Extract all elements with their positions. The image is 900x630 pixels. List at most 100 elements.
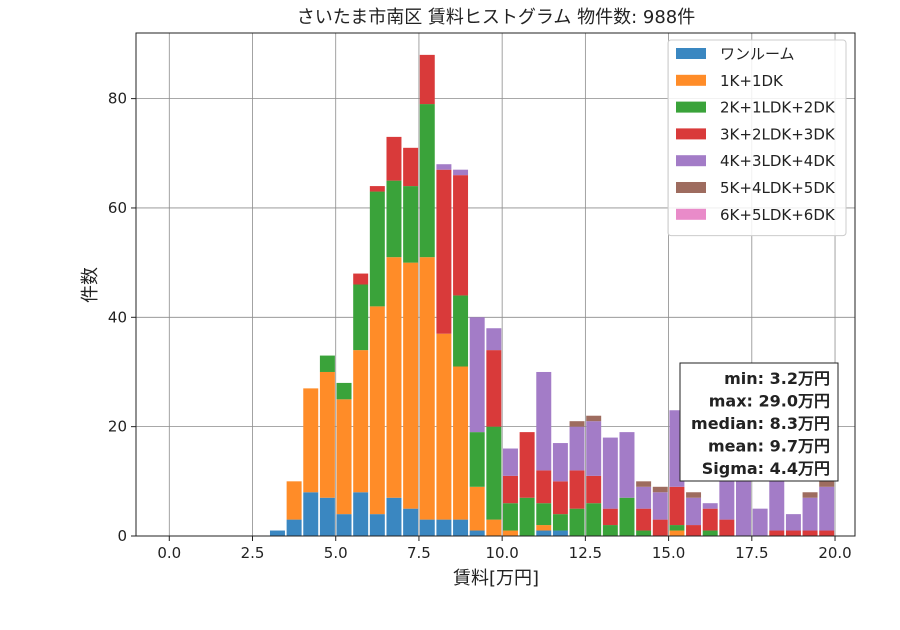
bar-segment xyxy=(669,525,685,531)
bar-segment xyxy=(636,508,652,531)
bar-segment xyxy=(552,481,568,515)
bar-segment xyxy=(569,426,585,471)
bar-segment xyxy=(819,530,835,536)
bar-segment xyxy=(386,180,402,258)
bar-segment xyxy=(386,136,402,181)
stats-line: min: 3.2万円 xyxy=(724,369,830,388)
bar-segment xyxy=(469,530,485,536)
bar-segment xyxy=(602,437,618,509)
stats-frame xyxy=(679,362,839,482)
legend-swatch xyxy=(676,208,706,220)
bar-segment xyxy=(669,530,685,536)
bar-segment xyxy=(785,514,801,531)
bar-segment xyxy=(286,481,302,520)
y-tick-label: 80 xyxy=(108,90,127,108)
bar-segment xyxy=(652,492,668,520)
x-tick-label: 0.0 xyxy=(157,544,181,562)
bar-segment xyxy=(303,388,319,493)
bar-segment xyxy=(702,503,718,509)
x-tick-label: 10.0 xyxy=(485,544,518,562)
bar-segment xyxy=(502,503,518,531)
bar-segment xyxy=(486,519,502,536)
bar-segment xyxy=(785,530,801,536)
bar-segment xyxy=(403,262,419,509)
bar-segment xyxy=(536,503,552,526)
stats-line: median: 8.3万円 xyxy=(691,414,830,433)
stats-box: min: 3.2万円 max: 29.0万円 median: 8.3万円 mean: … xyxy=(679,362,839,482)
bar-segment xyxy=(319,355,335,372)
bar-segment xyxy=(386,497,402,536)
bar-segment xyxy=(453,175,469,296)
bar-segment xyxy=(636,481,652,487)
bar-segment xyxy=(702,530,718,536)
bar-segment xyxy=(552,443,568,482)
bar-segment xyxy=(353,284,369,351)
x-axis-label: 賃料[万円] xyxy=(453,568,539,589)
x-tick-label: 5.0 xyxy=(324,544,348,562)
bar-segment xyxy=(569,508,585,536)
bar-segment xyxy=(819,486,835,531)
bar-segment xyxy=(569,470,585,509)
bar-segment xyxy=(619,432,635,498)
bar-segment xyxy=(586,503,602,536)
y-axis-ticks: 0 20 40 60 80 xyxy=(108,90,136,545)
bar-segment xyxy=(403,186,419,263)
y-tick-label: 40 xyxy=(108,308,127,326)
bar-segment xyxy=(536,525,552,531)
bar-segment xyxy=(436,519,452,536)
bar-segment xyxy=(719,519,735,536)
bar-segment xyxy=(436,164,452,170)
bar-segment xyxy=(319,371,335,498)
x-tick-label: 17.5 xyxy=(735,544,768,562)
stats-line: Sigma: 4.4万円 xyxy=(702,459,830,478)
bar-segment xyxy=(602,525,618,536)
bar-segment xyxy=(286,519,302,536)
bar-segment xyxy=(369,186,385,192)
bar-segment xyxy=(369,191,385,307)
legend-entry: 1K+1DK xyxy=(720,72,784,90)
bar-segment xyxy=(569,421,585,427)
bar-segment xyxy=(619,497,635,536)
x-tick-label: 2.5 xyxy=(241,544,265,562)
bar-segment xyxy=(652,486,668,493)
legend-swatch xyxy=(676,48,706,59)
bar-segment xyxy=(336,382,352,400)
x-tick-label: 12.5 xyxy=(569,544,602,562)
bar-segment xyxy=(552,514,568,531)
x-tick-label: 15.0 xyxy=(652,544,685,562)
bar-segment xyxy=(819,481,835,487)
legend-entry: 3K+2LDK+3DK xyxy=(720,125,836,143)
bar-segment xyxy=(336,514,352,536)
bar-segment xyxy=(486,426,502,520)
bar-segment xyxy=(669,486,685,526)
legend-swatch xyxy=(676,155,706,167)
bar-segment xyxy=(486,350,502,427)
bar-segment xyxy=(502,448,518,476)
x-axis-ticks: 0.0 2.5 5.0 7.5 10.0 12.5 15.0 17.5 20.0 xyxy=(157,536,852,562)
bar-segment xyxy=(436,169,452,334)
bar-segment xyxy=(802,530,818,536)
bar-segment xyxy=(369,306,385,515)
stats-line: max: 29.0万円 xyxy=(709,392,830,411)
bar-segment xyxy=(552,530,568,536)
y-tick-label: 20 xyxy=(108,418,127,436)
bar-segment xyxy=(686,492,702,498)
legend-entry: 5K+4LDK+5DK xyxy=(720,179,836,197)
bar-segment xyxy=(353,350,369,493)
bar-segment xyxy=(769,530,785,536)
bar-segment xyxy=(602,508,618,526)
bar-segment xyxy=(453,295,469,367)
bar-segment xyxy=(502,475,518,504)
bar-segment xyxy=(353,273,369,285)
x-tick-label: 20.0 xyxy=(818,544,851,562)
bar-segment xyxy=(686,497,702,526)
legend-swatch xyxy=(676,74,706,86)
legend-entry: 2K+1LDK+2DK xyxy=(720,99,836,117)
bar-segment xyxy=(469,486,485,531)
bar-segment xyxy=(353,492,369,536)
bar-segment xyxy=(586,421,602,476)
chart-title: さいたま市南区 賃料ヒストグラム 物件数: 988件 xyxy=(297,7,696,28)
bar-segment xyxy=(802,492,818,498)
legend-swatch xyxy=(676,101,706,113)
bar-segment xyxy=(536,530,552,536)
